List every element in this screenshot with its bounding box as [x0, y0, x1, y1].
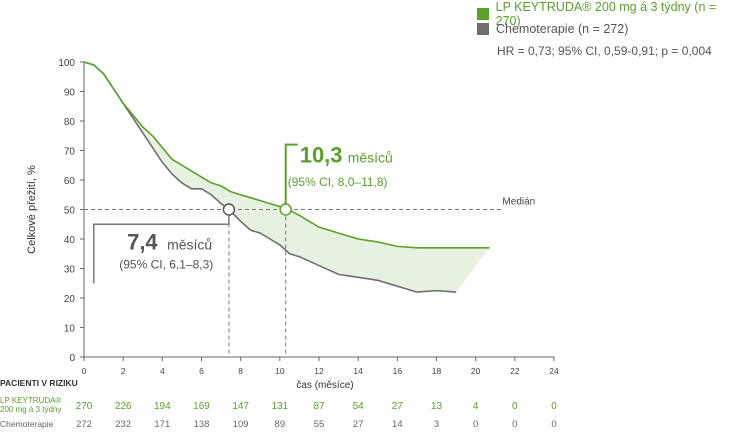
x-tick-label: 16	[393, 366, 403, 376]
x-tick-label: 4	[160, 366, 165, 376]
y-axis-label: Celkové přežití, %	[26, 165, 38, 254]
risk-value-keytruda: 87	[313, 401, 325, 412]
x-axis-label: čas (měsíce)	[296, 380, 353, 391]
risk-value-chemo: 232	[115, 419, 132, 430]
x-tick-label: 0	[82, 366, 87, 376]
keytruda-curve	[83, 61, 490, 249]
risk-value-chemo: 27	[352, 419, 364, 430]
chemo-curve	[83, 61, 457, 293]
risk-value-keytruda: 131	[271, 401, 289, 412]
chemo-median-unit: měsíců	[167, 236, 212, 252]
x-tick-label: 18	[432, 366, 442, 376]
risk-value-chemo: 14	[392, 419, 403, 430]
risk-value-chemo: 3	[433, 419, 440, 430]
risk-value-keytruda: 226	[114, 401, 132, 412]
risk-value-keytruda: 169	[193, 401, 210, 412]
risk-row-label-keytruda: LP KEYTRUDA® 200 mg á 3 týdny	[0, 396, 62, 414]
x-tick-label: 2	[121, 366, 126, 376]
risk-value-keytruda: 13	[430, 401, 443, 412]
y-tick-label: 40	[64, 235, 76, 246]
legend-swatch-chemo	[477, 23, 489, 35]
legend-keytruda: LP KEYTRUDA® 200 mg á 3 týdny (n = 270)	[477, 0, 737, 28]
risk-value-keytruda: 54	[352, 401, 364, 412]
chemo-median-marker	[222, 203, 236, 216]
x-tick-label: 12	[314, 366, 324, 376]
risk-value-chemo: 55	[313, 419, 325, 430]
y-tick-label: 100	[58, 58, 75, 69]
risk-value-keytruda: 4	[472, 401, 479, 412]
chemo-callout-bracket	[93, 215, 230, 284]
risk-value-keytruda: 27	[391, 401, 403, 412]
x-tick-label: 14	[353, 366, 363, 376]
risk-value-keytruda: 0	[512, 401, 518, 412]
legend-keytruda-label: LP KEYTRUDA® 200 mg á 3 týdny (n = 270)	[495, 0, 717, 28]
x-tick-label: 8	[238, 366, 243, 376]
risk-value-chemo: 272	[76, 419, 92, 430]
risk-value-keytruda: 270	[75, 401, 93, 412]
risk-value-keytruda: 147	[232, 401, 249, 412]
x-tick-label: 20	[471, 366, 481, 376]
chemo-median-value: 7,4	[127, 229, 158, 254]
chemo-median-ci: (95% CI, 6,1–8,3)	[119, 258, 213, 272]
x-tick-label: 10	[275, 366, 285, 376]
median-label: Medián	[502, 197, 535, 208]
legend-swatch-keytruda	[477, 8, 489, 20]
y-tick-label: 70	[64, 147, 76, 158]
keytruda-median-marker	[279, 203, 292, 216]
y-tick-label: 50	[64, 206, 76, 217]
y-tick-label: 60	[64, 176, 76, 187]
y-tick-label: 90	[64, 88, 76, 99]
x-tick-label: 22	[510, 366, 520, 376]
risk-value-chemo: 0	[551, 419, 557, 430]
x-tick-label: 6	[199, 366, 204, 376]
x-tick-label: 24	[549, 366, 559, 376]
y-tick-label: 30	[64, 265, 76, 276]
keytruda-median-unit: měsíců	[348, 149, 393, 165]
y-tick-label: 80	[64, 117, 76, 128]
y-tick-label: 10	[64, 324, 76, 335]
legend-chemo: Chemoterapie (n = 272)	[477, 22, 628, 36]
keytruda-median-ci: (95% CI, 8,0–11,8)	[288, 175, 388, 189]
difference-area	[84, 62, 490, 293]
risk-value-chemo: 109	[232, 419, 249, 430]
risk-table-title: PACIENTI V RIZIKU	[0, 378, 78, 388]
risk-value-keytruda: 194	[153, 401, 171, 412]
risk-value-chemo: 138	[193, 419, 210, 430]
legend-chemo-label: Chemoterapie (n = 272)	[496, 22, 629, 36]
risk-value-keytruda: 0	[551, 401, 557, 412]
risk-value-chemo: 171	[154, 419, 171, 430]
risk-value-chemo: 0	[512, 419, 518, 430]
keytruda-median-value: 10,3	[300, 142, 343, 167]
y-tick-label: 0	[69, 353, 75, 364]
risk-value-chemo: 0	[473, 419, 479, 430]
keytruda-callout-bracket	[284, 143, 298, 204]
risk-value-chemo: 89	[274, 419, 286, 430]
y-tick-label: 20	[64, 294, 76, 305]
risk-row-label-chemo: Chemoterapie	[0, 419, 54, 429]
hazard-ratio-text: HR = 0,73; 95% CI, 0,59-0,91; p = 0,004	[497, 44, 712, 58]
